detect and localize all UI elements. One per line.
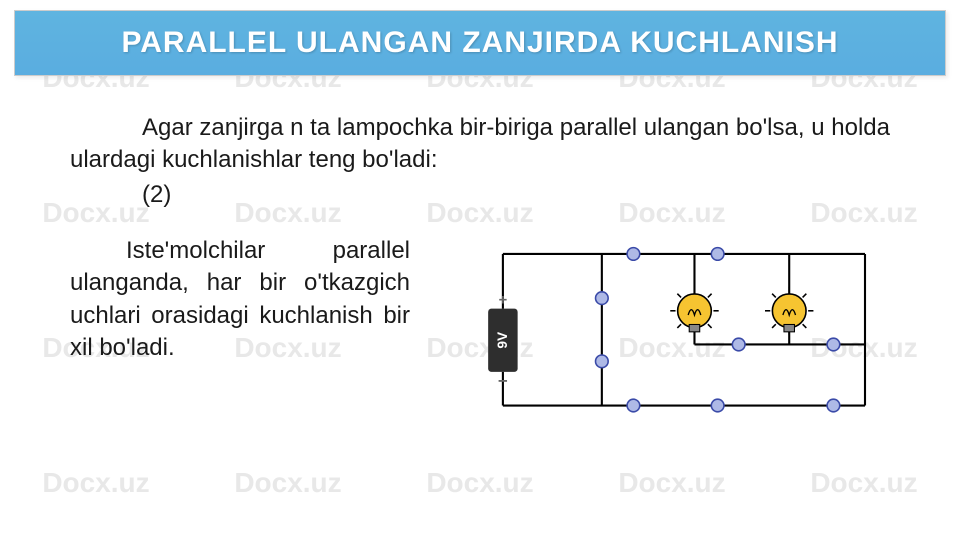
circuit-diagram: 9V + − <box>440 235 890 435</box>
svg-text:9V: 9V <box>495 331 510 349</box>
title-banner: PARALLEL ULANGAN ZANJIRDA KUCHLANISH <box>14 10 946 76</box>
paragraph-intro-text: Agar zanjirga n ta lampochka bir-biriga … <box>70 114 890 173</box>
content-area: Agar zanjirga n ta lampochka bir-biriga … <box>0 76 960 435</box>
page-title: PARALLEL ULANGAN ZANJIRDA KUCHLANISH <box>121 26 838 60</box>
svg-text:+: + <box>499 292 508 308</box>
lower-row: Iste'molchilar parallel ulanganda, har b… <box>70 235 890 435</box>
equation-label: (2) <box>70 181 890 209</box>
paragraph-conclusion-text: Iste'molchilar parallel ulanganda, har b… <box>70 237 410 361</box>
paragraph-conclusion: Iste'molchilar parallel ulanganda, har b… <box>70 235 410 365</box>
svg-text:−: − <box>498 371 508 390</box>
paragraph-intro: Agar zanjirga n ta lampochka bir-biriga … <box>70 112 890 177</box>
